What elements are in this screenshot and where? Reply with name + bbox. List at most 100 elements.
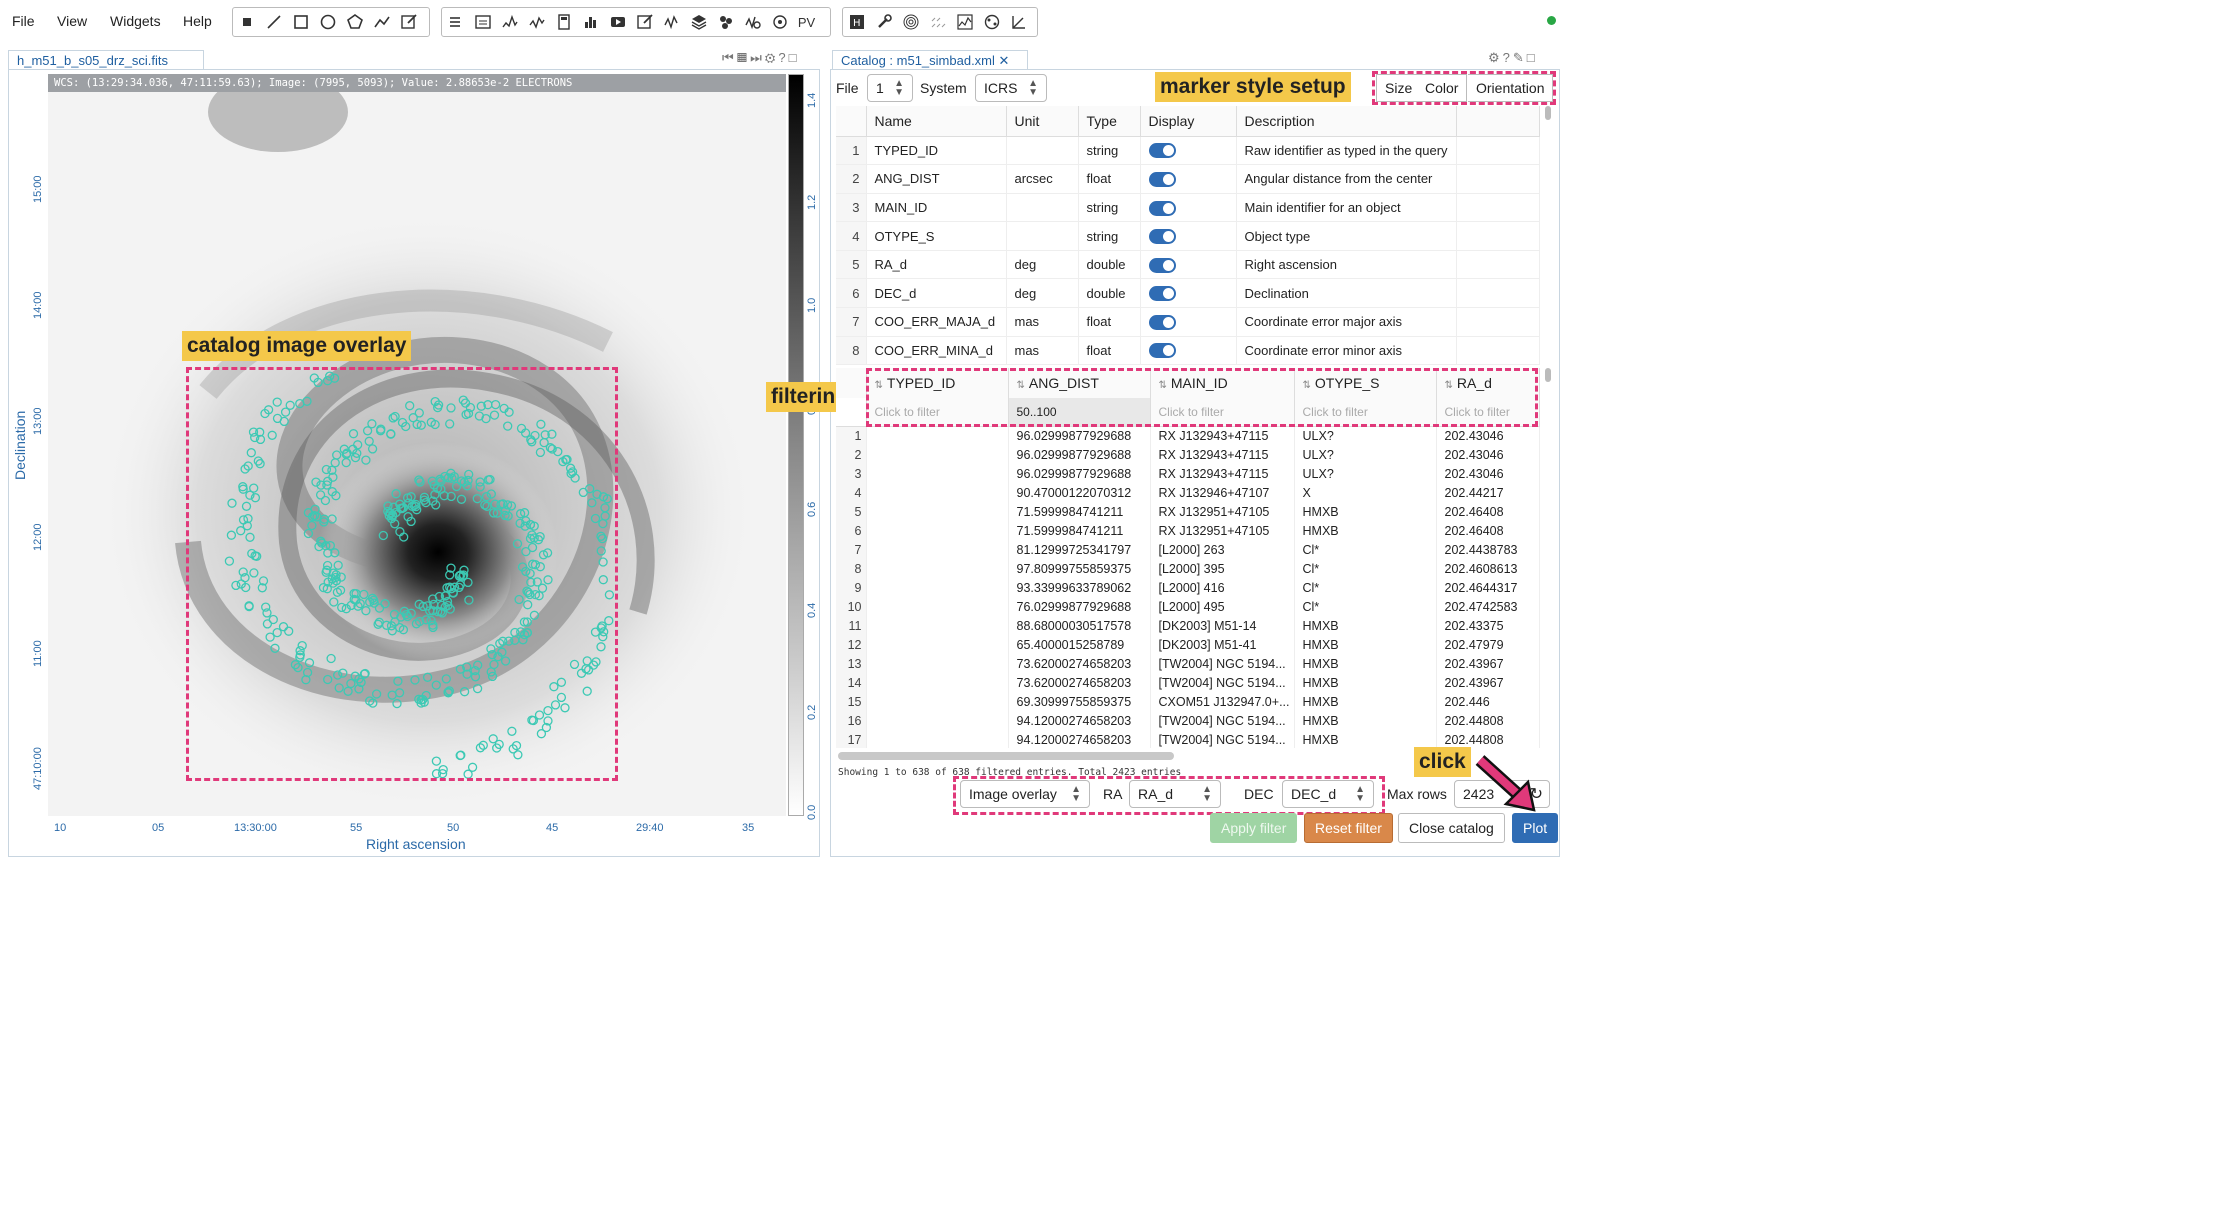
table-row[interactable]: 14 73.62000274658203 [TW2004] NGC 5194... H… [836,673,1540,692]
data-column-header[interactable]: ⇅ TYPED_ID [866,368,1009,398]
table-row[interactable]: 4 90.47000122070312 RX J132946+47107 X 202.4… [836,483,1540,502]
display-toggle[interactable] [1148,143,1176,159]
menu-view[interactable]: View [57,13,88,29]
overlay-type-select[interactable]: Image overlay ▲ ▼ [960,780,1090,808]
image-info-icon[interactable] [469,8,496,36]
maximize-icon[interactable]: □ [788,50,800,65]
reset-filter-button[interactable]: Reset filter [1304,813,1393,843]
region-list-icon[interactable] [442,8,469,36]
square-point-icon[interactable] [233,8,260,36]
table-row[interactable]: 5 71.5999984741211 RX J132951+47105 HMXB 202… [836,502,1540,521]
catalog-panel-tab[interactable]: Catalog : m51_simbad.xml ✕ [832,50,1028,70]
line-region-icon[interactable] [260,8,287,36]
catalog-icon[interactable] [712,8,739,36]
dec-column-select[interactable]: DEC_d ▲ ▼ [1282,780,1374,808]
table-row[interactable]: 8 97.80999755859375 [L2000] 395 Cl* 202.4608… [836,559,1540,578]
stokes-analysis-icon[interactable] [658,8,685,36]
render-config-icon[interactable] [631,8,658,36]
display-toggle[interactable] [1148,286,1176,302]
close-catalog-button[interactable]: Close catalog [1398,813,1505,843]
sort-icon[interactable]: ⇅ [1302,380,1311,391]
help-icon[interactable]: ? [1502,50,1513,65]
sort-icon[interactable]: ⇅ [1016,380,1025,391]
settings-gear-icon[interactable]: ⚙ [764,50,779,65]
display-toggle[interactable] [1148,257,1176,273]
rectangle-region-icon[interactable] [287,8,314,36]
table-row[interactable]: 10 76.02999877929688 [L2000] 495 Cl* 202.474… [836,597,1540,616]
filter-input-main-id[interactable]: Click to filter [1150,398,1295,427]
table-row[interactable]: 3 96.02999877929688 RX J132943+47115 ULX? 20… [836,464,1540,483]
table-row[interactable]: 11 88.68000030517578 [DK2003] M51-14 HMXB 20… [836,616,1540,635]
vector-overlay-icon[interactable] [924,8,951,36]
data-column-header[interactable]: ⇅ OTYPE_S [1294,368,1437,398]
table-row[interactable]: 13 73.62000274658203 [TW2004] NGC 5194... H… [836,654,1540,673]
table-row[interactable]: 1 96.02999877929688 RX J132943+47115 ULX? 20… [836,426,1540,445]
table-row[interactable]: 16 94.12000274658203 [TW2004] NGC 5194... H… [836,711,1540,730]
settings-gear-icon[interactable]: ⚙ [1488,50,1503,65]
edit-region-icon[interactable] [395,8,422,36]
table-row[interactable]: 12 65.4000015258789 [DK2003] M51-41 HMXB 202… [836,635,1540,654]
spectral-profile-icon[interactable] [523,8,550,36]
pin-icon[interactable]: ✎ [1512,50,1527,65]
sort-icon[interactable]: ⇅ [1444,380,1453,391]
table-row[interactable]: 9 93.33999633789062 [L2000] 416 Cl* 202.4644… [836,578,1540,597]
display-toggle[interactable] [1148,229,1176,245]
image-canvas[interactable] [48,92,786,816]
system-select[interactable]: ICRS ▲ ▼ [975,74,1047,102]
table-row[interactable]: 2 96.02999877929688 RX J132943+47115 ULX? 20… [836,445,1540,464]
help-icon[interactable]: ? [778,50,789,65]
image-fitting-icon[interactable] [951,8,978,36]
polyline-region-icon[interactable] [368,8,395,36]
column-table-scrollbar[interactable] [1545,106,1551,120]
plot-button[interactable]: Plot [1512,813,1559,843]
data-column-header[interactable]: ⇅ MAIN_ID [1150,368,1295,398]
apply-filter-button[interactable]: Apply filter [1210,813,1298,843]
contour-icon[interactable] [897,8,924,36]
image-panel-tab[interactable]: h_m51_b_s05_drz_sci.fits [8,50,204,70]
table-row[interactable]: 6 71.5999984741211 RX J132951+47105 HMXB 202… [836,521,1540,540]
refresh-icon[interactable]: ↻ [1529,786,1543,803]
filter-input-ang-dist[interactable]: 50..100 [1008,398,1151,427]
data-column-header[interactable]: ⇅ ANG_DIST [1008,368,1151,398]
polygon-region-icon[interactable] [341,8,368,36]
marker-color-button[interactable]: Color [1417,74,1468,102]
histogram-icon[interactable] [577,8,604,36]
close-tab-icon[interactable]: ✕ [998,53,1010,68]
display-toggle[interactable] [1148,200,1176,216]
filter-input-typed-id[interactable]: Click to filter [866,398,1009,427]
horizontal-scrollbar[interactable] [838,752,1174,760]
next-image-icon[interactable]: ⏭ [750,50,765,65]
layers-icon[interactable] [685,8,712,36]
maximize-icon[interactable]: □ [1526,50,1538,65]
online-query-icon[interactable] [978,8,1005,36]
filter-input-otype-s[interactable]: Click to filter [1294,398,1437,427]
spatial-profile-x-icon[interactable] [496,8,523,36]
display-toggle[interactable] [1148,314,1176,330]
table-row[interactable]: 15 69.30999755859375 CXOM51 J132947.0+... H… [836,692,1540,711]
pv-generator-button[interactable]: PV [797,14,816,30]
animator-icon[interactable] [604,8,631,36]
spectral-line-query-icon[interactable] [739,8,766,36]
header-icon[interactable]: H [843,8,870,36]
wrench-icon[interactable] [870,8,897,36]
previous-image-icon[interactable]: ⏮ [722,50,737,65]
sort-icon[interactable]: ⇅ [874,380,883,391]
sort-icon[interactable]: ⇅ [1158,380,1167,391]
ra-column-select[interactable]: RA_d ▲ ▼ [1129,780,1221,808]
menu-help[interactable]: Help [183,13,212,29]
grid-layout-icon[interactable]: ▦ [736,50,751,65]
display-toggle[interactable] [1148,171,1176,187]
file-select[interactable]: 1 ▲ ▼ [867,74,913,102]
display-toggle[interactable] [1148,343,1176,359]
data-column-header[interactable]: ⇅ RA_d [1436,368,1540,398]
menu-widgets[interactable]: Widgets [110,13,161,29]
table-row[interactable]: 7 81.12999725341797 [L2000] 263 Cl* 202.4438… [836,540,1540,559]
marker-orientation-button[interactable]: Orientation [1468,74,1554,102]
menu-file[interactable]: File [12,13,35,29]
marker-size-button[interactable]: Size [1376,74,1422,102]
table-row[interactable]: 17 94.12000274658203 [TW2004] NGC 5194... H… [836,730,1540,748]
calculator-icon[interactable] [550,8,577,36]
data-table-scrollbar[interactable] [1545,368,1551,382]
fitting-icon[interactable] [766,8,793,36]
ellipse-region-icon[interactable] [314,8,341,36]
